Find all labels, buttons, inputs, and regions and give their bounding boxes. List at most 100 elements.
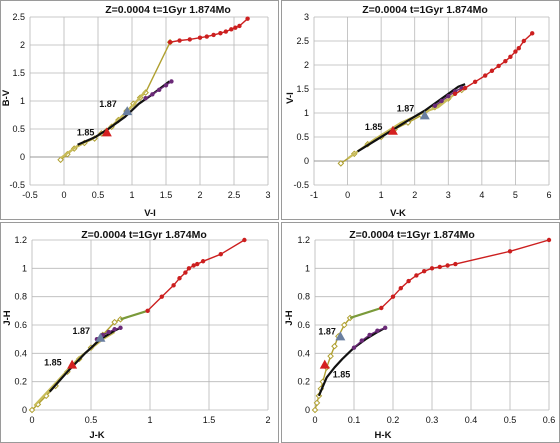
chart4-series-4-point-9 [453,261,458,267]
chart1-ytick-label-0: -0.5 [9,180,25,190]
chart2-xtick-label-0: -1 [310,190,318,200]
chart2-series-4-point-1 [462,85,468,91]
panel-border-tr [281,0,560,220]
chart1-marker-label-1-85: 1.85 [77,127,95,137]
chart3-series-5-point-1 [159,294,164,299]
chart4-series-4-point-6 [429,266,435,271]
chart1-series-4-point-10 [237,23,242,29]
chart1-marker-label-1-87: 1.87 [99,99,117,109]
chart4-series-4-point-7 [437,264,442,270]
chart1-ytick-label-6: 2.5 [12,12,25,22]
chart4-series-4-point-11 [546,237,552,243]
xaxis-label-4: H-K [375,430,392,441]
chart4-series-2-point-4 [383,325,388,331]
xaxis-label-2: V-K [390,208,406,219]
chart4-series-0-point-9 [340,321,348,329]
chart2-marker-1-85 [387,125,398,135]
chart3-series-0-point-8 [111,318,118,326]
chart4-xtick-label-1: 0.1 [348,415,361,425]
chart3-series-5-point-3 [177,276,182,281]
yaxis-label-1: B-V [1,89,12,106]
yaxis-label-4: J-H [284,310,295,325]
chart1-series-4-point-3 [197,35,203,40]
chart4-series-3-line [349,306,382,319]
plot-layer: -0.5 0 0.5 1 1.5 2 2.5 -0.5 0 0.5 1 1.5 2 2.5 3 1.85 1.8… [9,12,555,425]
chart1-xtick-label-5: 2 [197,190,202,200]
chart1-series-4-point-5 [211,32,216,38]
chart1-series-4-point-4 [204,34,209,39]
chart4-series-0-point-1 [313,399,321,407]
chart2-ytick-label-6: 2.5 [296,36,309,46]
yaxis-label-2: V-I [285,92,296,104]
chart4-series-4-point-3 [406,278,411,284]
chart3-series-5-point-4 [183,270,188,275]
chart1-series-4-point-9 [233,25,238,30]
chart3-ytick-label-1: 0.2 [14,377,27,387]
chart4-series-2-point-2 [367,332,372,338]
chart4-ytick-label-5: 1 [305,263,310,273]
chart2-series-4-point-10 [521,38,527,44]
chart3-series-3-point-4 [118,325,123,331]
chart4-xtick-label-6: 0.6 [543,415,556,425]
chart4-series-4-line [380,239,550,309]
chart3-ytick-label-6: 1.2 [14,235,27,245]
chart3-series-5-point-5 [186,266,192,271]
chart2-ytick-label-2: 0.5 [296,132,309,142]
chart1-xtick-label-7: 3 [265,190,270,200]
chart3-marker-1-85 [67,359,78,369]
chart3-ytick-label-5: 1 [22,263,27,273]
chart2-xtick-label-1: 0 [345,190,350,200]
chart4-series-0-point-0 [311,406,319,414]
chart4-series-0-point-2 [315,392,323,400]
chart2-xtick-label-6: 5 [513,190,518,200]
chart2-marker-label-1-85: 1.85 [365,122,383,132]
chart1-series-3-point-1 [150,92,155,97]
chart1-series-4-point-6 [218,31,223,36]
chart4-ytick-label-3: 0.6 [297,320,310,330]
chart3-xtick-label-0: 0 [29,415,34,425]
chart-title-2: Z=0.0004 t=1Gyr 1.874Mo [362,4,488,16]
chart3-xtick-label-4: 2 [265,415,270,425]
chart3-series-1-line [33,331,116,407]
chart2-ytick-label-7: 3 [304,12,309,22]
chart1-series-3-point-4 [169,79,174,84]
chart-title-4: Z=0.0004 t=1Gyr 1.874Mo [349,229,475,241]
chart3-ytick-label-3: 0.6 [14,320,27,330]
chart1-series-4-point-1 [177,38,182,43]
chart2-series-4-point-5 [496,63,501,69]
chart4-series-0-point-7 [331,342,338,350]
chart1-series-3-point-0 [143,96,148,101]
chart2-series-3-point-0 [432,103,438,109]
chart1-xtick-label-2: 0.5 [92,190,105,200]
chart-title-1: Z=0.0004 t=1Gyr 1.874Mo [105,4,231,16]
chart2-xtick-label-7: 6 [546,190,551,200]
chart4-xtick-label-4: 0.4 [465,415,478,425]
chart4-series-2-point-3 [375,328,380,333]
chart2-series-4-point-3 [483,73,488,78]
chart2-xtick-label-4: 3 [446,190,451,200]
chart3-marker-1-87 [95,332,106,342]
chart4-marker-1-85 [319,359,330,369]
chart4-ytick-label-0: 0 [305,405,310,415]
chart1-ytick-label-5: 2 [20,40,25,50]
chart4-marker-1-87 [335,331,346,341]
chart1-series-4-point-2 [187,37,192,42]
chart1-marker-1-87 [122,106,133,116]
chart3-xtick-label-3: 1.5 [203,415,216,425]
chart3-series-5-point-8 [200,259,206,264]
chart2-marker-label-1-87: 1.87 [397,103,415,113]
chart3-series-4-line [120,309,148,321]
chart2-series-4-line [454,32,533,95]
chart1-series-4-point-8 [229,27,234,32]
chart2-ytick-label-5: 2 [304,60,309,70]
chart2-ytick-label-4: 1.5 [296,84,309,94]
chart2-series-4-point-8 [513,49,518,54]
chart4-xtick-label-5: 0.5 [504,415,517,425]
chart1-ytick-label-2: 0.5 [12,124,25,134]
chart1-xtick-label-1: 0 [61,190,66,200]
chart3-ytick-label-0: 0 [22,405,27,415]
chart3-series-5-point-6 [191,263,196,268]
chart3-series-0-point-0 [28,406,36,414]
chart2-ytick-label-0: -0.5 [293,180,309,190]
chart2-series-3-point-1 [439,98,444,104]
